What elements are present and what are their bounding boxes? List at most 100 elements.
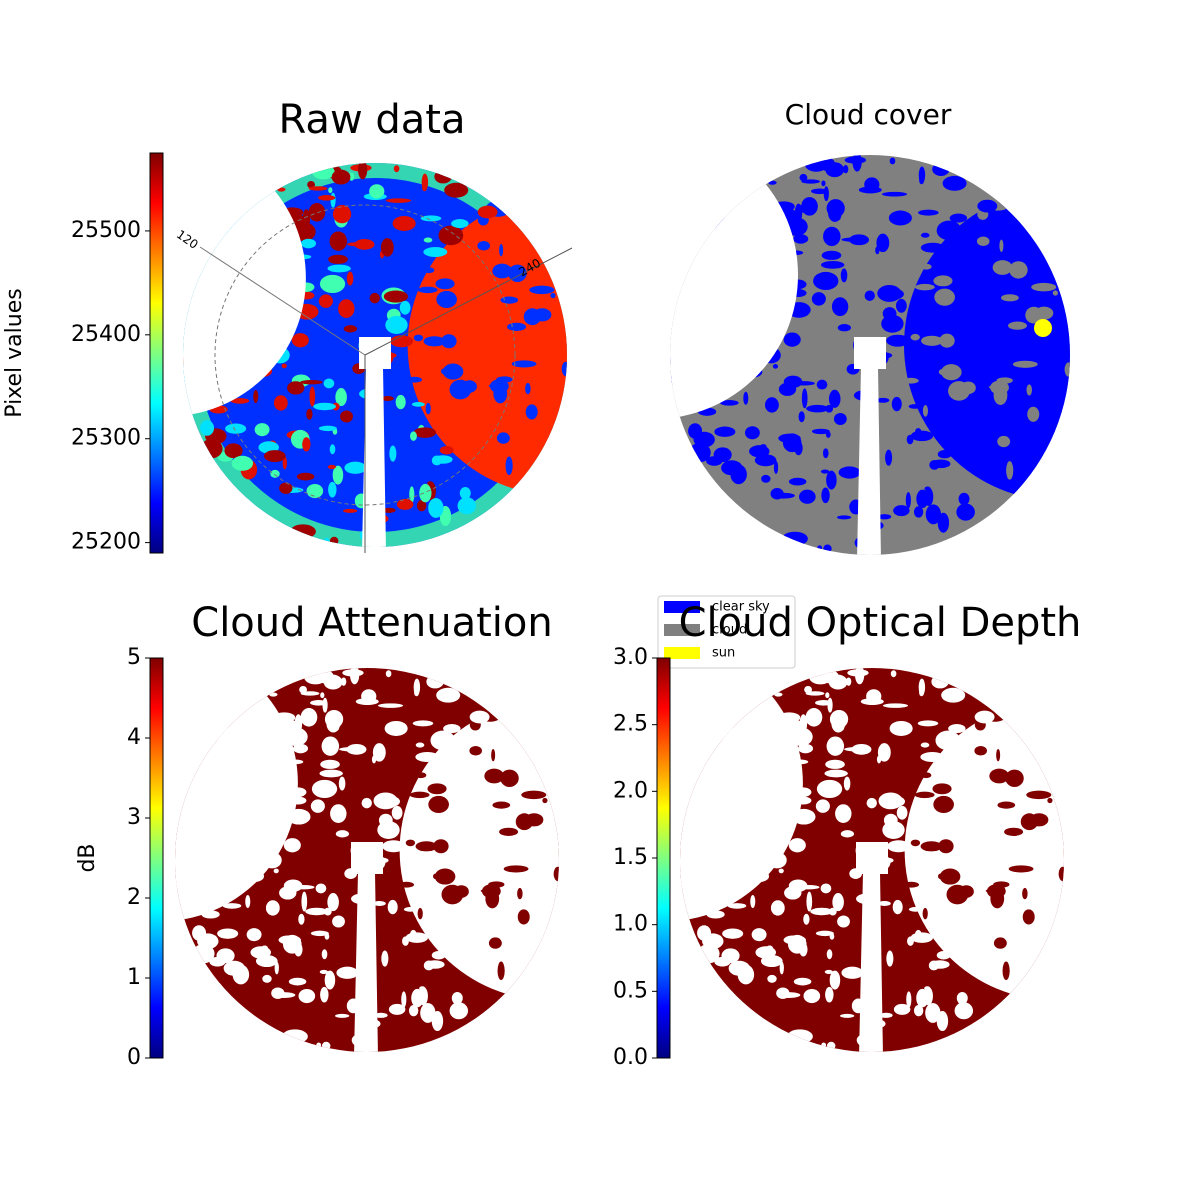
image-blob [453, 885, 469, 898]
image-blob [811, 428, 830, 435]
image-blob [811, 188, 829, 195]
image-blob [925, 504, 942, 525]
image-blob [319, 969, 329, 974]
image-blob [222, 903, 242, 909]
image-blob [419, 483, 432, 503]
image-blob [799, 942, 808, 957]
image-blob [893, 1003, 911, 1015]
image-blob [319, 274, 346, 294]
image-blob [331, 169, 351, 185]
image-blob [829, 970, 841, 990]
image-blob [866, 689, 882, 704]
image-blob [525, 404, 538, 420]
image-blob [340, 410, 353, 423]
image-blob [886, 950, 894, 967]
image-blob [327, 264, 351, 273]
image-blob [920, 742, 930, 748]
image-blob [896, 805, 908, 820]
image-blob [773, 460, 779, 474]
image-blob [415, 772, 427, 779]
image-blob [435, 278, 455, 290]
mask-square [856, 842, 888, 874]
image-blob [1004, 827, 1024, 836]
image-blob [323, 674, 343, 690]
image-blob [436, 290, 457, 309]
image-blob [225, 423, 247, 434]
image-blob [888, 210, 912, 226]
image-blob [916, 489, 929, 509]
polar-ring [214, 204, 516, 506]
image-blob [488, 383, 506, 388]
image-blob [330, 804, 347, 824]
image-blob [886, 334, 910, 347]
image-blob [381, 950, 389, 967]
colorbar-tick-label: 5 [127, 645, 141, 670]
image-blob [305, 907, 329, 916]
image-blob [511, 360, 537, 368]
panel-title: Cloud Optical Depth [679, 600, 1082, 646]
image-blob [828, 674, 848, 690]
image-blob [223, 960, 246, 976]
image-blob [343, 325, 358, 333]
image-blob [288, 977, 307, 986]
image-blob [336, 966, 359, 979]
image-blob [413, 427, 437, 438]
image-blob [761, 474, 771, 483]
legend-swatch [664, 647, 700, 659]
image-blob [817, 545, 823, 551]
image-blob [323, 378, 335, 389]
image-blob [881, 314, 904, 333]
image-blob [721, 948, 740, 964]
image-blob [321, 1041, 331, 1050]
polar-label: 120 [174, 227, 201, 252]
image-blob [826, 736, 845, 756]
image-blob [230, 398, 250, 404]
image-blob [1008, 865, 1034, 873]
image-blob [346, 271, 354, 286]
image-blob [254, 423, 270, 437]
image-blob [788, 838, 806, 853]
image-blob [903, 881, 920, 888]
image-blob [423, 267, 435, 274]
image-blob [778, 868, 784, 874]
colorbar-tick-label: 2 [127, 885, 141, 910]
image-blob [920, 841, 943, 852]
image-blob [409, 791, 430, 799]
image-blob [324, 537, 330, 544]
legend-label: sun [712, 646, 735, 661]
image-blob [496, 432, 510, 444]
image-blob [880, 795, 906, 808]
image-blob [779, 961, 784, 975]
image-blob [382, 840, 406, 853]
image-blob [488, 937, 502, 949]
panel-title: Cloud Attenuation [191, 600, 552, 646]
image-blob [922, 405, 929, 417]
image-blob [412, 720, 434, 727]
image-blob [840, 830, 855, 838]
image-blob [310, 700, 328, 706]
image-blob [793, 234, 809, 244]
image-blob [302, 437, 311, 452]
image-blob [441, 334, 457, 349]
image-blob [907, 936, 914, 946]
polar-spoke [364, 247, 573, 356]
image-blob [941, 364, 962, 381]
image-blob [449, 1002, 469, 1020]
image-blob [905, 492, 911, 509]
image-blob [391, 805, 403, 820]
image-blob [821, 250, 842, 260]
image-blob [1052, 290, 1058, 296]
image-blob [523, 308, 542, 326]
image-blob [823, 544, 832, 553]
image-blob [529, 285, 555, 295]
image-blob [401, 991, 407, 1008]
image-blob [417, 286, 438, 294]
image-blob [925, 1002, 941, 1023]
image-blob [939, 333, 955, 348]
image-blob [877, 514, 892, 520]
image-blob [335, 1013, 350, 1018]
image-blob [517, 887, 523, 900]
image-blob [713, 447, 732, 463]
image-blob [318, 294, 333, 308]
image-blob [386, 198, 411, 203]
